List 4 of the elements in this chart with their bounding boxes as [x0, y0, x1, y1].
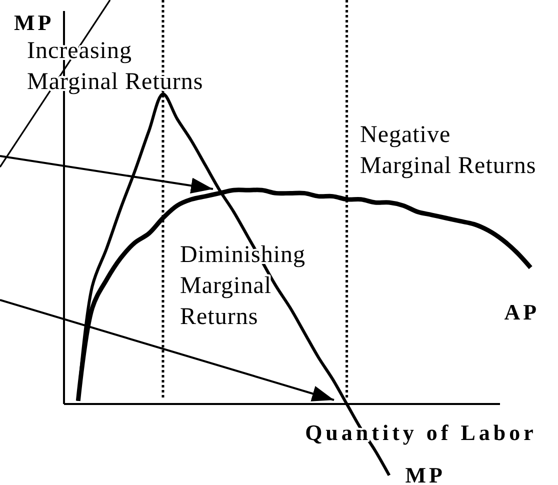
series-label: MP — [405, 462, 446, 485]
annotation: Negative Marginal Returns — [360, 122, 536, 179]
y-axis-title: MP — [14, 10, 54, 35]
series-label: AP — [504, 300, 540, 325]
